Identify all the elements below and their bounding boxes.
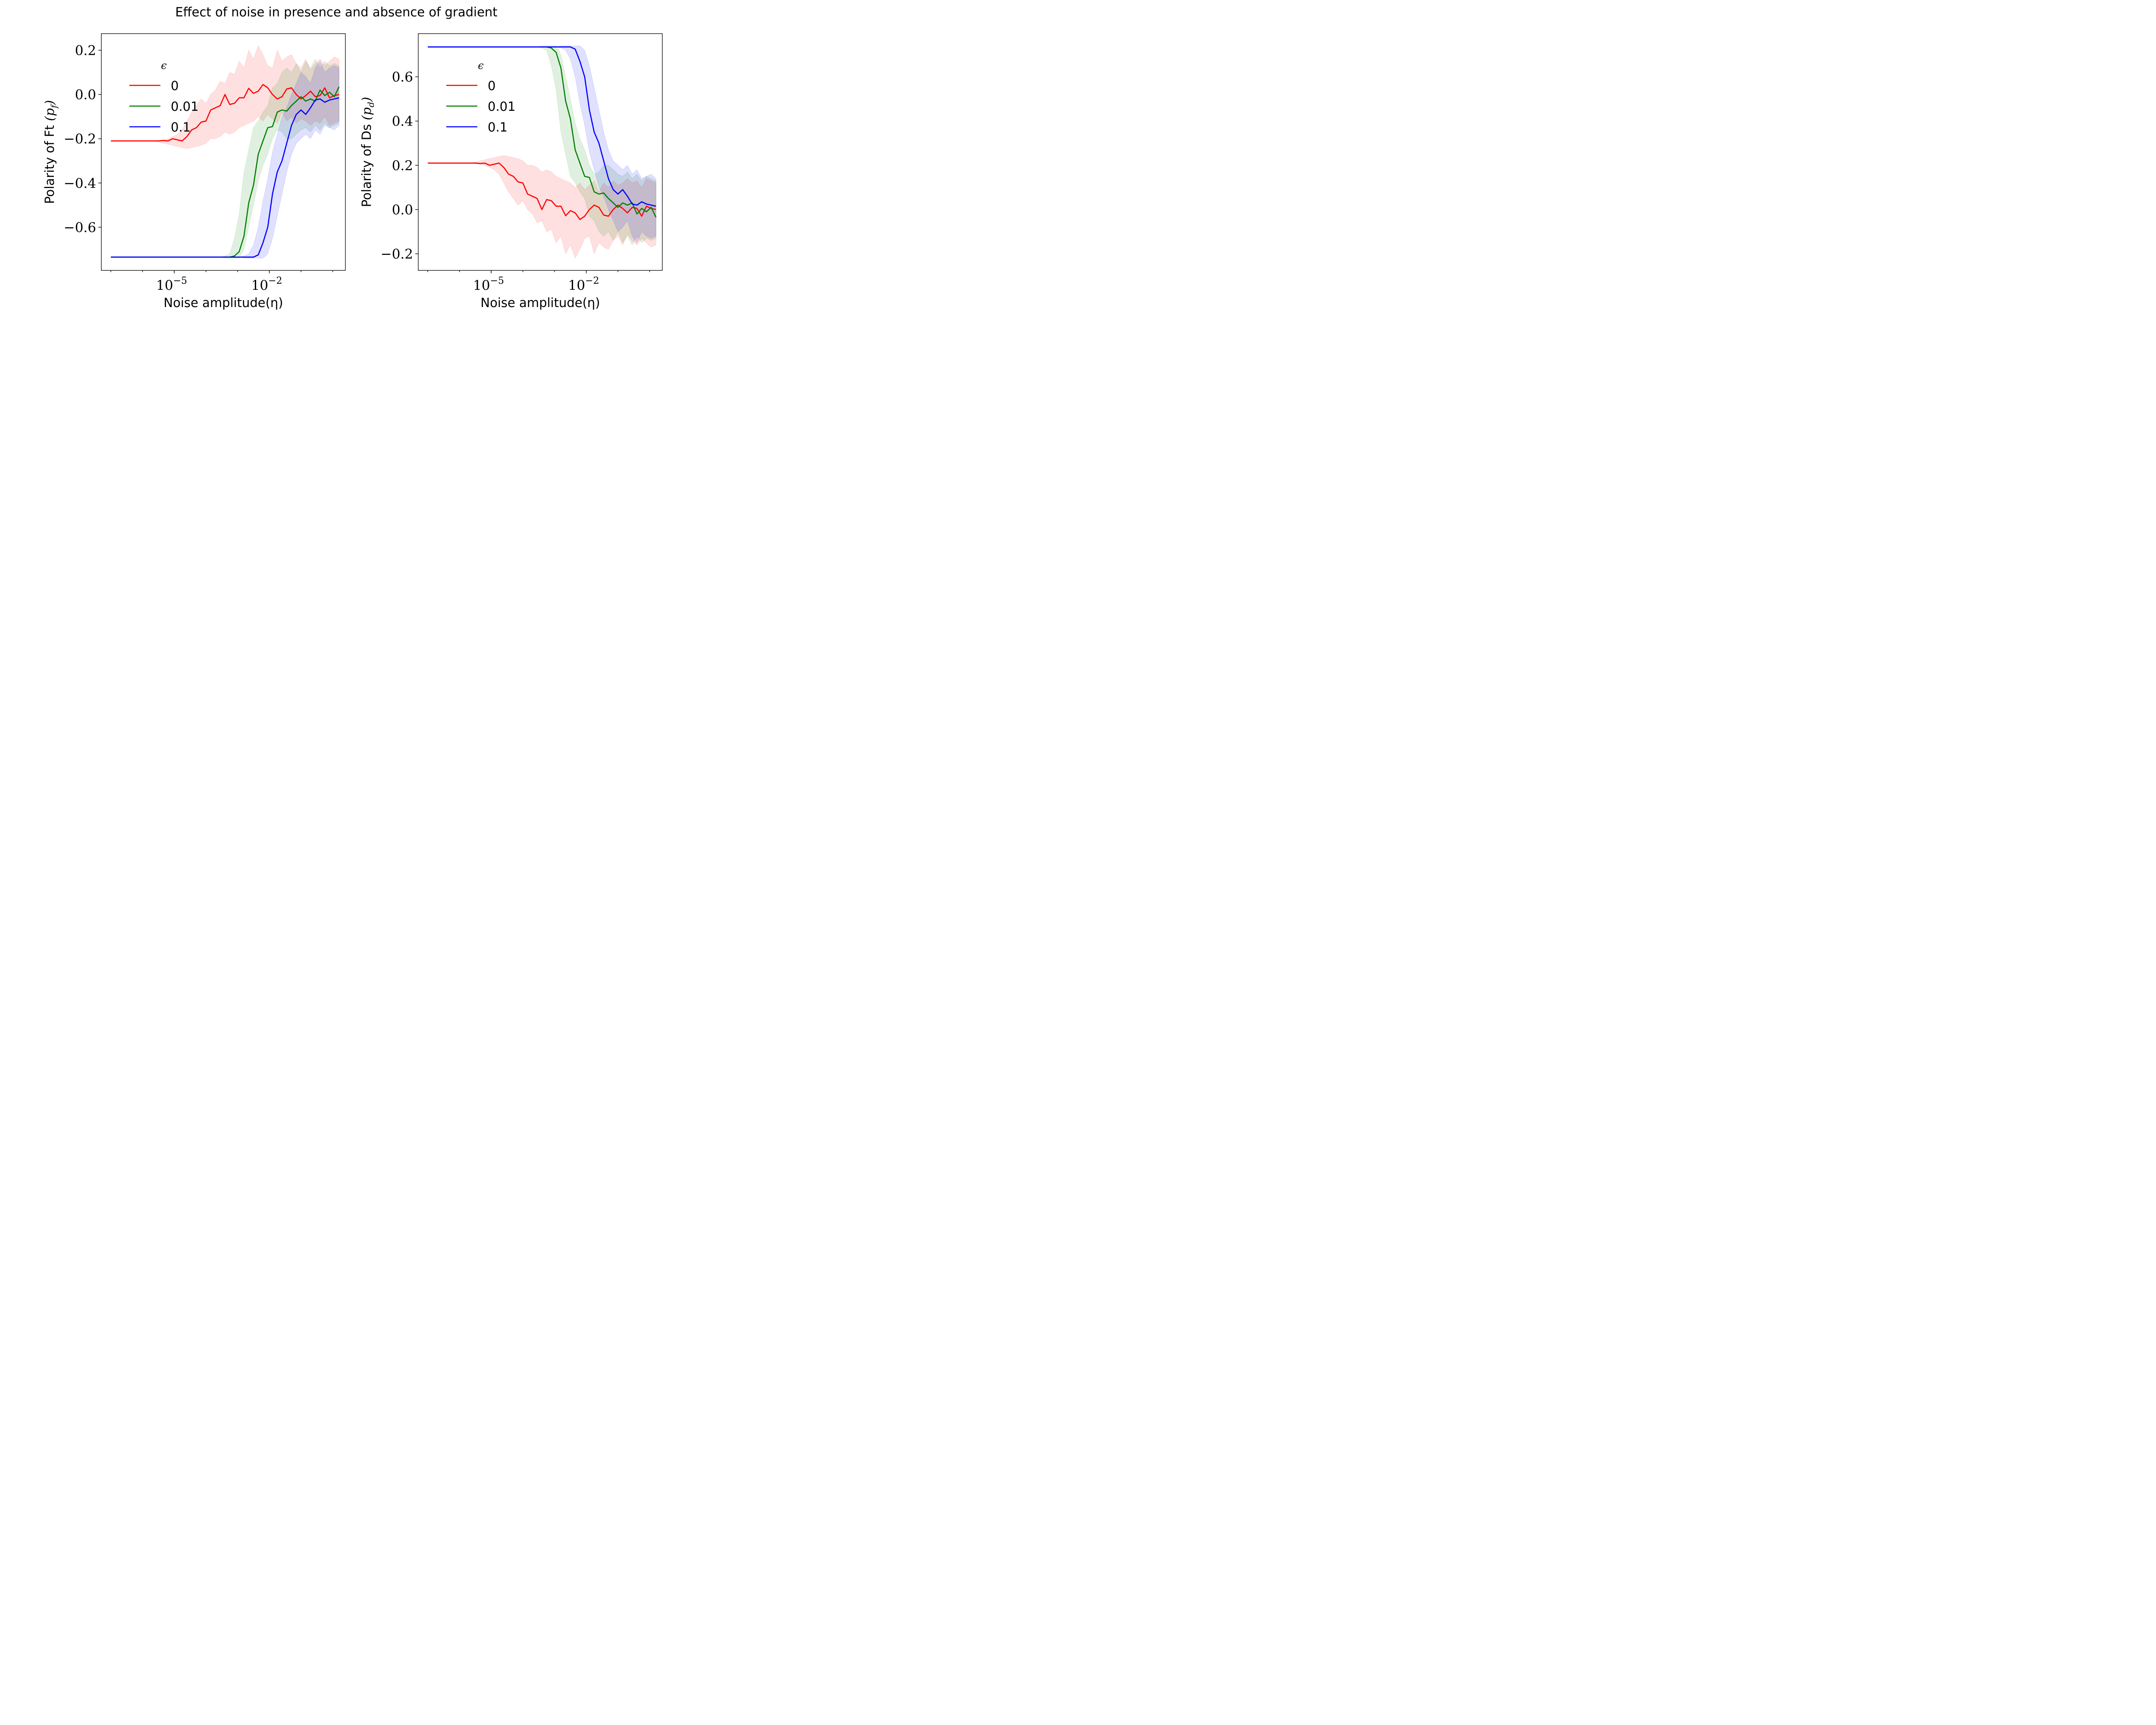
- chart-1-series-0-line: [428, 162, 656, 220]
- chart-1-series-0-band: [428, 155, 656, 259]
- chart-0-legend-label-2: 0.1: [171, 120, 191, 135]
- figure: Effect of noise in presence and absence …: [42, 5, 663, 310]
- chart-1-legend-label-1: 0.01: [488, 99, 516, 114]
- chart-1-series-2-line: [428, 46, 656, 207]
- chart-0-x-tick-base: 10: [251, 278, 268, 293]
- chart-1-x-axis-label: Noise amplitude(η): [480, 295, 600, 310]
- chart-0-y-tick-label: −0.2: [64, 132, 96, 147]
- figure-title: Effect of noise in presence and absence …: [175, 5, 497, 19]
- chart-0-x-tick-base: 10: [156, 278, 173, 293]
- chart-0-y-tick-label: −0.6: [64, 220, 96, 235]
- chart-1-legend-title: ϵ: [478, 60, 483, 72]
- chart-1-y-tick-label: 0.6: [392, 69, 413, 85]
- chart-1-x-tick-base: 10: [568, 278, 585, 293]
- chart-0-legend-label-0: 0: [171, 78, 179, 93]
- chart-1-y-tick-label: −0.2: [381, 247, 413, 262]
- chart-0-x-tick-label: 10−2: [251, 276, 282, 293]
- chart-1-legend-label-0: 0: [488, 78, 495, 93]
- chart-0-y-tick-label: 0.2: [75, 43, 96, 58]
- chart-0-legend-title: ϵ: [161, 60, 166, 72]
- chart-0-series-2-line: [111, 97, 339, 258]
- chart-0-x-tick-label: 10−5: [156, 276, 187, 293]
- chart-1-y-axis-label: Polarity of Ds (pd): [359, 97, 376, 207]
- chart-0-x-tick-exp: −5: [173, 276, 187, 286]
- chart-1-y-tick-label: 0.0: [392, 202, 413, 218]
- chart-0-series-0-line: [111, 84, 339, 142]
- chart-0-legend-label-1: 0.01: [171, 99, 199, 114]
- chart-1-y-tick-label: 0.2: [392, 158, 413, 173]
- chart-1-legend: ϵ0 0.01 0.1: [446, 60, 516, 135]
- chart-1-legend-label-2: 0.1: [488, 120, 508, 135]
- chart-1-y-tick-label: 0.4: [392, 114, 413, 129]
- chart-1-x-tick-base: 10: [473, 278, 490, 293]
- chart-0-x-axis-label: Noise amplitude(η): [163, 295, 283, 310]
- chart-1-x-tick-exp: −5: [490, 276, 504, 286]
- chart-1-x-tick-exp: −2: [585, 276, 599, 286]
- chart-0-plot-area: [111, 45, 340, 259]
- chart-0-y-tick-label: −0.4: [64, 176, 96, 191]
- chart-0-x-tick-exp: −2: [268, 276, 282, 286]
- chart-1-x-tick-label: 10−5: [473, 276, 504, 293]
- chart-0-y-tick-label: 0.0: [75, 87, 96, 103]
- chart-0-legend: ϵ0 0.01 0.1: [129, 60, 199, 135]
- chart-0-y-axis-label: Polarity of Ft (pf): [42, 100, 59, 204]
- chart-1-plot-area: [428, 45, 657, 259]
- chart-0-series-0-band: [111, 45, 339, 149]
- chart-1-x-tick-label: 10−2: [568, 276, 599, 293]
- chart-1-axes-frame: [418, 33, 663, 271]
- chart-0-axes-frame: [101, 33, 346, 271]
